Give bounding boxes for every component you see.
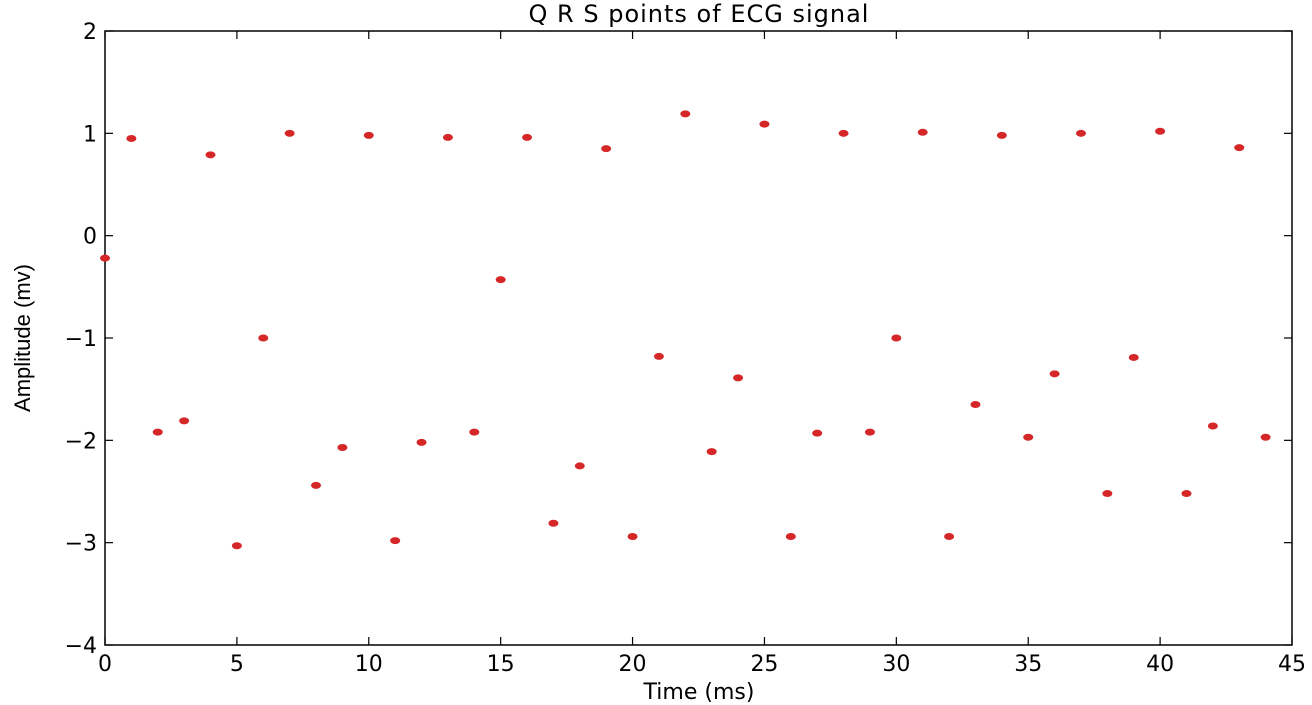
data-point (785, 533, 796, 541)
data-points (100, 110, 1271, 550)
data-point (522, 133, 533, 141)
data-point (1128, 353, 1139, 361)
x-tick-label: 25 (750, 652, 778, 677)
x-tick-label: 15 (487, 652, 515, 677)
data-point (469, 428, 480, 436)
x-tick-label: 20 (619, 652, 647, 677)
x-tick-label: 0 (98, 652, 112, 677)
data-point (1023, 433, 1034, 441)
data-point (205, 151, 216, 159)
data-point (416, 438, 427, 446)
data-point (337, 443, 348, 451)
data-point (1260, 433, 1271, 441)
data-point (442, 133, 453, 141)
x-tick-label: 35 (1014, 652, 1042, 677)
y-tick-label: −1 (65, 327, 97, 352)
data-point (1207, 422, 1218, 430)
x-tick-label: 30 (882, 652, 910, 677)
data-point (706, 448, 717, 456)
plot-area (104, 30, 1293, 646)
x-axis-label: Time (ms) (643, 680, 755, 705)
data-point (100, 254, 110, 262)
data-point (231, 542, 242, 550)
data-point (1102, 490, 1113, 498)
data-point (680, 110, 691, 118)
data-point (311, 481, 322, 489)
data-point (390, 537, 401, 545)
data-point (917, 128, 928, 136)
data-point (864, 428, 875, 436)
data-point (653, 352, 664, 360)
y-tick-label: −2 (65, 429, 97, 454)
data-point (1075, 129, 1086, 137)
data-point (627, 533, 638, 541)
data-point (733, 374, 744, 382)
data-point (944, 533, 955, 541)
data-point (601, 145, 612, 153)
data-point (574, 462, 585, 470)
x-tick-label: 45 (1278, 652, 1306, 677)
y-tick-label: −4 (65, 634, 97, 659)
data-point (179, 417, 190, 425)
data-point (1049, 370, 1060, 378)
data-point (495, 276, 506, 284)
data-point (258, 334, 269, 342)
data-point (1181, 490, 1192, 498)
data-point (1234, 144, 1245, 152)
x-tick-label: 10 (355, 652, 383, 677)
y-tick-label: 1 (83, 122, 97, 147)
data-point (1155, 127, 1166, 135)
data-point (126, 134, 137, 142)
y-tick-label: 2 (83, 20, 97, 45)
y-axis-label: Amplitude (mv) (10, 264, 35, 412)
data-point (152, 428, 163, 436)
x-tick-label: 40 (1146, 652, 1174, 677)
data-point (284, 129, 295, 137)
x-tick-label: 5 (230, 652, 244, 677)
data-point (891, 334, 902, 342)
data-point (363, 131, 374, 139)
data-point (812, 429, 823, 437)
y-tick-label: −3 (65, 532, 97, 557)
data-point (838, 129, 849, 137)
data-point (548, 519, 559, 527)
y-tick-label: 0 (83, 225, 97, 250)
data-point (996, 131, 1007, 139)
chart-title: Q R S points of ECG signal (529, 0, 870, 28)
data-point (970, 401, 981, 409)
data-point (759, 120, 770, 128)
